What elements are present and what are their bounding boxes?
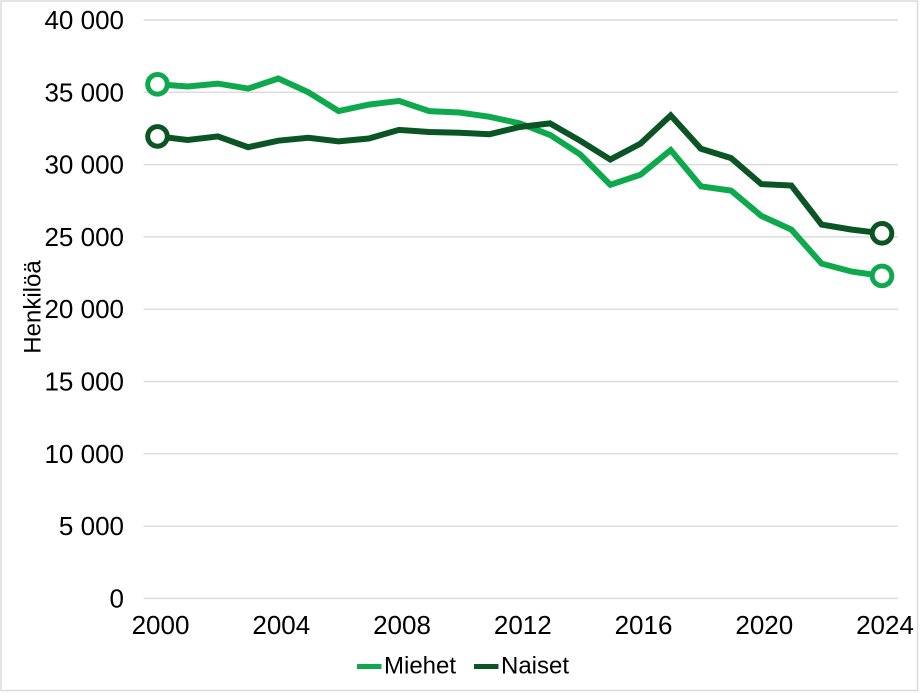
- svg-text:2008: 2008: [373, 610, 431, 640]
- svg-text:35 000: 35 000: [44, 77, 124, 107]
- svg-text:2024: 2024: [856, 610, 914, 640]
- svg-text:15 000: 15 000: [44, 367, 124, 397]
- svg-text:25 000: 25 000: [44, 222, 124, 252]
- svg-text:Henkilöä: Henkilöä: [20, 260, 47, 354]
- svg-text:2000: 2000: [132, 610, 190, 640]
- svg-text:10 000: 10 000: [44, 439, 124, 469]
- svg-text:Miehet: Miehet: [384, 653, 456, 680]
- svg-text:40 000: 40 000: [44, 5, 124, 35]
- svg-text:Naiset: Naiset: [501, 653, 569, 680]
- svg-text:0: 0: [110, 583, 124, 613]
- svg-text:2012: 2012: [494, 610, 552, 640]
- svg-text:2004: 2004: [252, 610, 310, 640]
- svg-text:2016: 2016: [615, 610, 673, 640]
- svg-text:20 000: 20 000: [44, 294, 124, 324]
- svg-text:5 000: 5 000: [59, 511, 124, 541]
- svg-text:30 000: 30 000: [44, 150, 124, 180]
- svg-text:2020: 2020: [735, 610, 793, 640]
